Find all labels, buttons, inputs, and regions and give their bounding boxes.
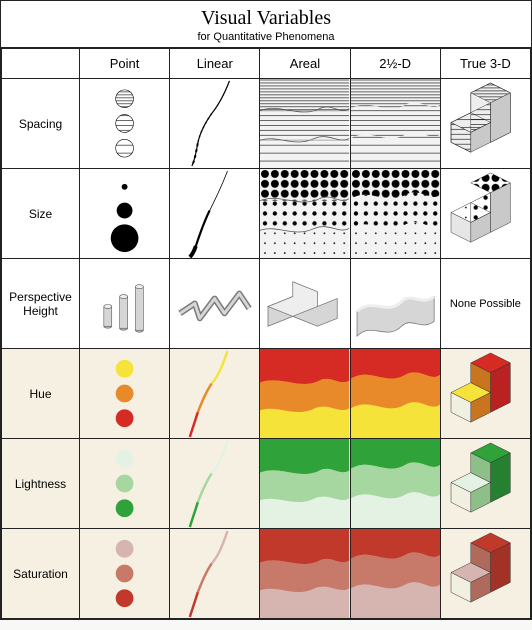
hue-3d-icon	[441, 349, 530, 438]
sat-linear-icon	[170, 529, 259, 618]
chart-subtitle: for Quantitative Phenomena	[5, 31, 527, 43]
row-spacing: Spacing	[2, 79, 531, 169]
cell-persp-linear	[170, 259, 260, 349]
cell-size-3d	[440, 169, 530, 259]
col-point: Point	[80, 49, 170, 79]
cell-hue-25d	[350, 349, 440, 439]
col-linear: Linear	[170, 49, 260, 79]
size-point-icon	[80, 169, 169, 258]
cell-hue-linear	[170, 349, 260, 439]
table-body: Spacing	[2, 79, 531, 619]
row-light: Lightness	[2, 439, 531, 529]
light-areal-icon	[260, 439, 349, 528]
rowhead-light: Lightness	[2, 439, 80, 529]
spacing-25d-icon	[351, 79, 440, 168]
cell-spacing-point	[80, 79, 170, 169]
sat-3d-icon	[441, 529, 530, 618]
hue-25d-icon	[351, 349, 440, 438]
cell-light-3d	[440, 439, 530, 529]
sat-point-icon	[80, 529, 169, 618]
cell-persp-25d	[350, 259, 440, 349]
cell-persp-point	[80, 259, 170, 349]
visual-variables-chart: Visual Variables for Quantitative Phenom…	[0, 0, 532, 620]
rowhead-hue: Hue	[2, 349, 80, 439]
cell-hue-point	[80, 349, 170, 439]
cell-light-25d	[350, 439, 440, 529]
hue-linear-icon	[170, 349, 259, 438]
spacing-linear-icon	[170, 79, 259, 168]
row-sat: Saturation	[2, 529, 531, 619]
cell-spacing-3d	[440, 79, 530, 169]
light-point-icon	[80, 439, 169, 528]
spacing-3d-icon	[441, 79, 530, 168]
rowhead-sat: Saturation	[2, 529, 80, 619]
size-3d-icon	[441, 169, 530, 258]
corner-blank	[2, 49, 80, 79]
cell-spacing-linear	[170, 79, 260, 169]
size-areal-icon	[260, 169, 349, 258]
spacing-point-icon	[80, 79, 169, 168]
cell-sat-25d	[350, 529, 440, 619]
col-25d: 2½-D	[350, 49, 440, 79]
col-3d: True 3-D	[440, 49, 530, 79]
row-hue: Hue	[2, 349, 531, 439]
cell-sat-areal	[260, 529, 350, 619]
variables-table: Point Linear Areal 2½-D True 3-D Spacing	[1, 48, 531, 619]
sat-areal-icon	[260, 529, 349, 618]
cell-hue-3d	[440, 349, 530, 439]
header-row: Point Linear Areal 2½-D True 3-D	[2, 49, 531, 79]
cell-size-linear	[170, 169, 260, 259]
rowhead-size: Size	[2, 169, 80, 259]
row-size: Size	[2, 169, 531, 259]
cell-size-point	[80, 169, 170, 259]
title-row: Visual Variables for Quantitative Phenom…	[1, 1, 531, 48]
cell-sat-3d	[440, 529, 530, 619]
cell-persp-3d: None Possible	[440, 259, 530, 349]
hue-areal-icon	[260, 349, 349, 438]
persp-point-icon	[80, 259, 169, 348]
cell-light-point	[80, 439, 170, 529]
cell-light-linear	[170, 439, 260, 529]
col-areal: Areal	[260, 49, 350, 79]
rowhead-spacing: Spacing	[2, 79, 80, 169]
cell-spacing-areal	[260, 79, 350, 169]
chart-title: Visual Variables	[5, 7, 527, 30]
cell-spacing-25d	[350, 79, 440, 169]
hue-point-icon	[80, 349, 169, 438]
none-possible-text: None Possible	[441, 298, 530, 310]
cell-size-25d	[350, 169, 440, 259]
cell-light-areal	[260, 439, 350, 529]
spacing-areal-icon	[260, 79, 349, 168]
light-25d-icon	[351, 439, 440, 528]
persp-areal-icon	[260, 259, 349, 348]
cell-size-areal	[260, 169, 350, 259]
cell-sat-point	[80, 529, 170, 619]
cell-persp-areal	[260, 259, 350, 349]
rowhead-persp: Perspective Height	[2, 259, 80, 349]
size-25d-icon	[351, 169, 440, 258]
size-linear-icon	[170, 169, 259, 258]
light-3d-icon	[441, 439, 530, 528]
persp-25d-icon	[351, 259, 440, 348]
cell-sat-linear	[170, 529, 260, 619]
cell-hue-areal	[260, 349, 350, 439]
row-persp: Perspective Height	[2, 259, 531, 349]
sat-25d-icon	[351, 529, 440, 618]
light-linear-icon	[170, 439, 259, 528]
persp-linear-icon	[170, 259, 259, 348]
